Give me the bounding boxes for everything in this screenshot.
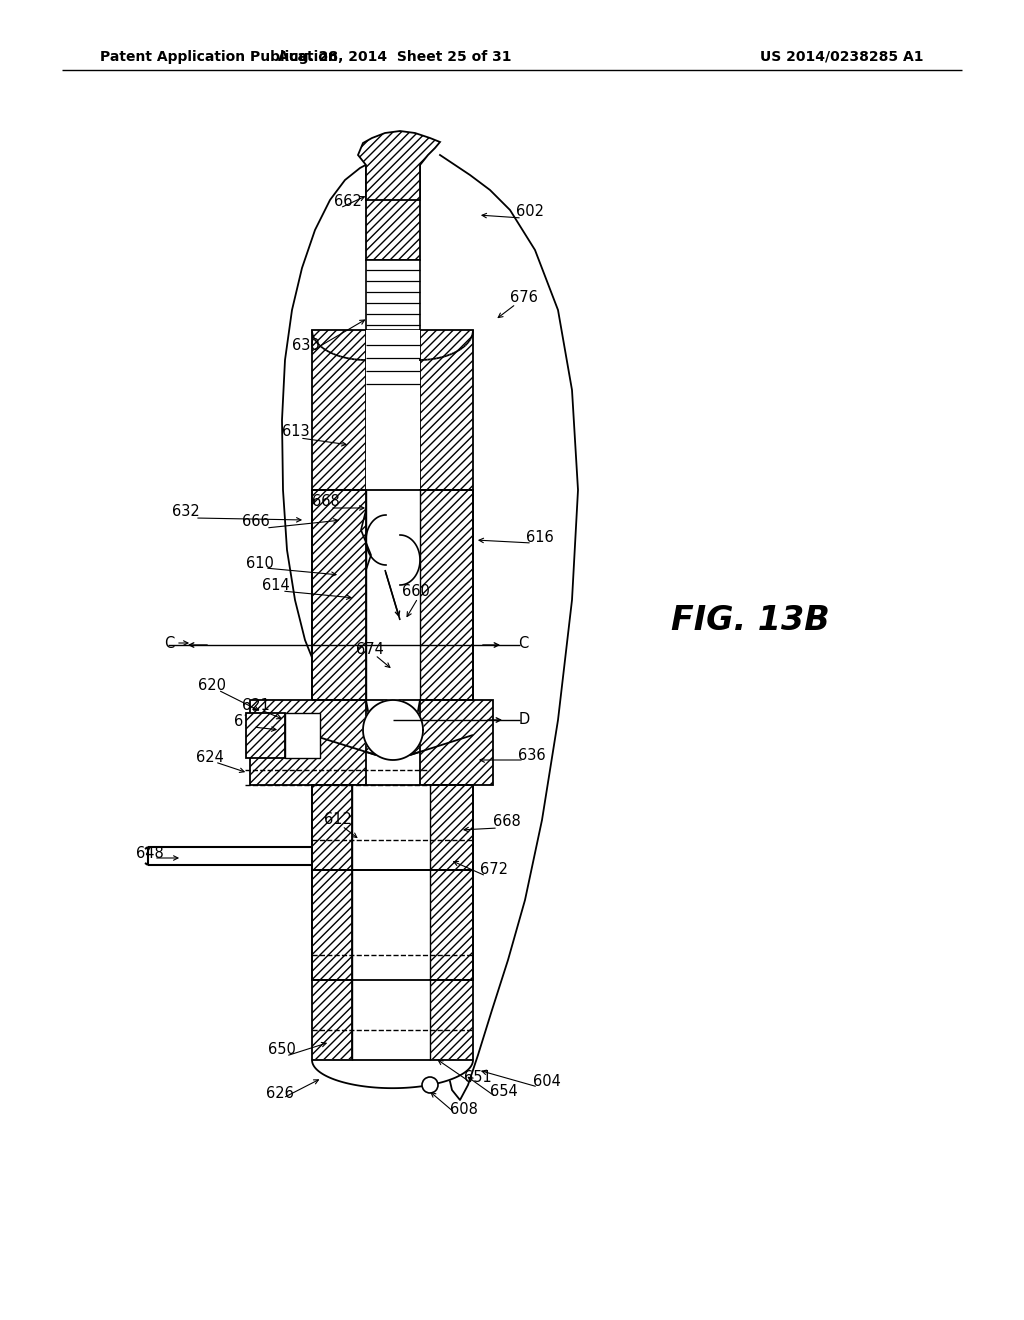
Polygon shape xyxy=(366,154,420,260)
Polygon shape xyxy=(312,870,352,979)
Text: 604: 604 xyxy=(534,1074,561,1089)
Text: 630: 630 xyxy=(292,338,319,352)
Text: US 2014/0238285 A1: US 2014/0238285 A1 xyxy=(760,50,924,63)
Text: 668: 668 xyxy=(494,814,521,829)
Polygon shape xyxy=(352,870,430,979)
Text: 666: 666 xyxy=(242,515,270,529)
Text: 648: 648 xyxy=(136,846,164,861)
Polygon shape xyxy=(420,490,473,700)
Text: 632: 632 xyxy=(172,504,200,520)
Polygon shape xyxy=(364,700,423,760)
Polygon shape xyxy=(352,979,430,1060)
Polygon shape xyxy=(312,1060,473,1088)
Text: 610: 610 xyxy=(246,556,274,570)
Polygon shape xyxy=(410,700,473,755)
Text: 621: 621 xyxy=(242,697,270,713)
Polygon shape xyxy=(352,785,430,870)
Text: 614: 614 xyxy=(262,578,290,593)
Text: 662: 662 xyxy=(334,194,361,210)
Polygon shape xyxy=(312,700,376,755)
Polygon shape xyxy=(420,330,473,490)
Text: 676: 676 xyxy=(510,290,538,305)
Text: 616: 616 xyxy=(526,529,554,544)
Polygon shape xyxy=(285,713,319,758)
Polygon shape xyxy=(430,870,473,979)
Text: 672: 672 xyxy=(480,862,508,878)
Text: C: C xyxy=(164,635,174,651)
Text: 613: 613 xyxy=(283,425,310,440)
Text: 612: 612 xyxy=(324,813,352,828)
Circle shape xyxy=(422,1077,438,1093)
Text: 620: 620 xyxy=(198,677,226,693)
Text: 660: 660 xyxy=(402,585,430,599)
Polygon shape xyxy=(430,979,473,1060)
Text: 626: 626 xyxy=(266,1085,294,1101)
Text: D: D xyxy=(518,713,529,727)
Text: 624: 624 xyxy=(196,750,224,764)
Polygon shape xyxy=(312,330,366,490)
Polygon shape xyxy=(366,260,420,330)
Polygon shape xyxy=(312,979,352,1060)
Text: FIG. 13B: FIG. 13B xyxy=(671,603,829,636)
Text: 608: 608 xyxy=(451,1102,478,1118)
Polygon shape xyxy=(246,713,285,758)
Text: C: C xyxy=(518,635,528,651)
Polygon shape xyxy=(420,700,493,785)
Text: 654: 654 xyxy=(490,1085,518,1100)
Text: 674: 674 xyxy=(356,643,384,657)
Polygon shape xyxy=(430,785,473,870)
Text: Patent Application Publication: Patent Application Publication xyxy=(100,50,338,63)
Text: 618: 618 xyxy=(234,714,262,730)
Polygon shape xyxy=(312,785,352,870)
Text: 651: 651 xyxy=(464,1069,492,1085)
Text: 602: 602 xyxy=(516,205,544,219)
Text: 668: 668 xyxy=(312,495,340,510)
Text: Aug. 28, 2014  Sheet 25 of 31: Aug. 28, 2014 Sheet 25 of 31 xyxy=(279,50,512,63)
Text: 650: 650 xyxy=(268,1043,296,1057)
Polygon shape xyxy=(250,700,366,785)
Polygon shape xyxy=(366,330,420,490)
Polygon shape xyxy=(358,131,440,201)
Polygon shape xyxy=(312,490,366,700)
Text: 636: 636 xyxy=(518,747,546,763)
Polygon shape xyxy=(366,490,420,700)
